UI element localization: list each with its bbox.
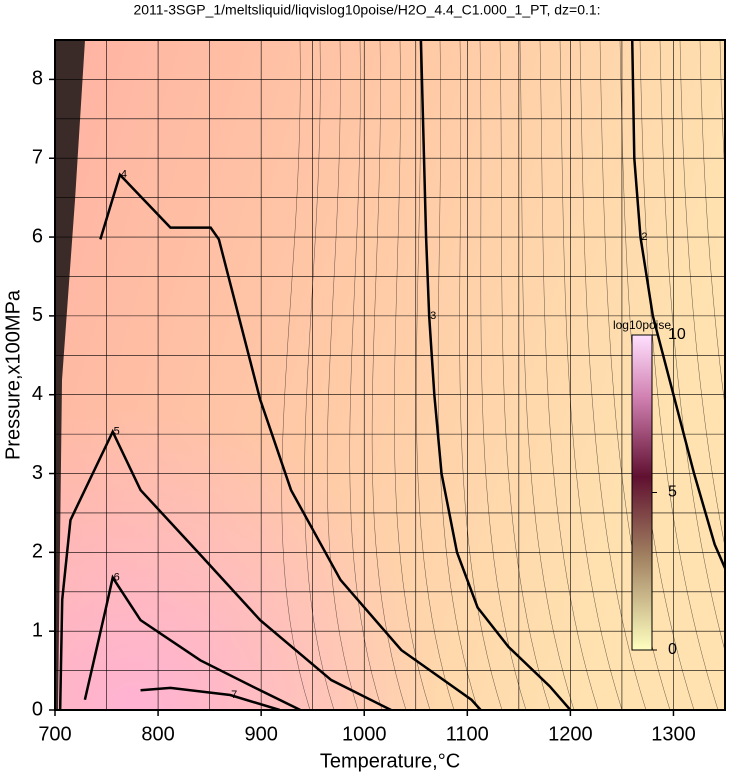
thin-contour	[371, 40, 407, 710]
contour-label: 4	[121, 169, 127, 181]
chart-title: 2011-3SGP_1/meltsliquid/liqvislog10poise…	[133, 2, 600, 18]
y-tick-label: 4	[32, 383, 43, 405]
thin-contour	[559, 40, 623, 710]
contour-line	[419, 40, 572, 710]
x-tick-label: 900	[244, 723, 277, 745]
thin-contour	[499, 40, 551, 710]
thin-contour	[459, 40, 503, 710]
thin-contour	[519, 40, 575, 710]
thin-contour	[394, 40, 431, 710]
background-shade	[55, 40, 725, 710]
y-tick-label: 0	[32, 698, 43, 720]
thin-contour	[437, 40, 479, 710]
y-tick-label: 1	[32, 619, 43, 641]
contour-line	[140, 686, 281, 710]
colorbar-tick-label: 10	[668, 326, 686, 343]
thin-contour	[639, 40, 719, 710]
y-tick-label: 2	[32, 541, 43, 563]
thin-contour	[679, 40, 725, 549]
y-axis-label: Pressure,x100MPa	[2, 289, 24, 460]
colorbar-label: log10poise	[613, 318, 671, 332]
y-tick-label: 5	[32, 304, 43, 326]
y-tick-label: 7	[32, 147, 43, 169]
x-tick-label: 1000	[342, 723, 387, 745]
thin-contour	[659, 40, 725, 652]
contour-label: 3	[430, 310, 436, 322]
contour-line	[630, 40, 725, 569]
contour-line	[83, 574, 301, 710]
contour-label: 5	[114, 426, 120, 438]
contour-line	[58, 428, 392, 710]
thin-contour	[479, 40, 527, 710]
y-tick-label: 3	[32, 462, 43, 484]
thin-contour	[579, 40, 647, 710]
thin-contour	[539, 40, 599, 710]
contour-label: 6	[114, 571, 120, 583]
colorbar-tick-label: 0	[668, 641, 677, 658]
contour-line	[99, 172, 482, 710]
thin-contour	[326, 40, 359, 710]
dense-contour-band	[55, 40, 85, 710]
x-tick-label: 1100	[446, 723, 489, 745]
x-axis-label: Temperature,°C	[320, 750, 460, 772]
contour-label: 7	[231, 689, 237, 701]
y-tick-label: 8	[32, 68, 43, 90]
plot-frame	[54, 39, 726, 711]
x-tick-label: 1300	[651, 723, 696, 745]
x-tick-label: 800	[141, 723, 174, 745]
plot-area: 2 3 4 5 6 7	[55, 40, 725, 710]
colorbar	[631, 334, 653, 651]
thin-contour	[719, 40, 725, 180]
thin-contour	[304, 40, 335, 710]
x-tick-label: 1200	[548, 723, 593, 745]
colorbar-tick-label: 5	[668, 484, 677, 501]
thin-contour	[281, 40, 311, 710]
thin-contour	[349, 40, 383, 710]
contour-label: 2	[641, 231, 647, 243]
x-tick-label: 700	[38, 723, 71, 745]
y-tick-label: 6	[32, 225, 43, 247]
thin-contour	[416, 40, 455, 710]
